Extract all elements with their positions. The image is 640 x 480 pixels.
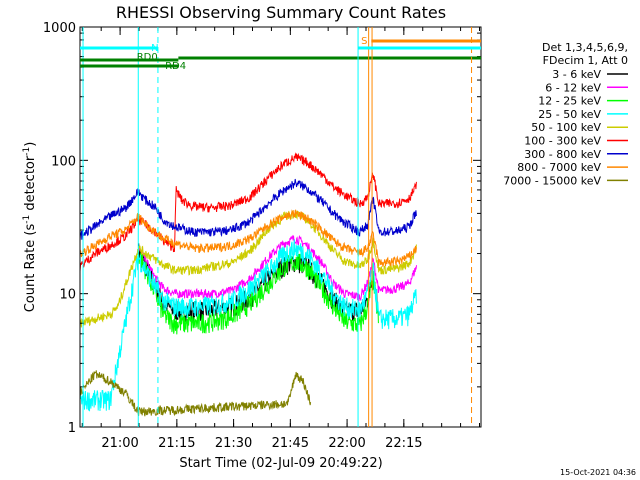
legend-header: Det 1,3,4,5,6,9, — [542, 41, 628, 54]
x-tick-label: 21:00 — [101, 436, 138, 451]
x-tick-label: 21:30 — [215, 436, 252, 451]
legend-label: 7000 - 15000 keV — [503, 174, 601, 187]
annotation-label: S — [361, 36, 367, 47]
series-line — [79, 210, 417, 328]
legend-label: 50 - 100 keV — [531, 121, 601, 134]
y-axis-label: Count Rate (s-1 detector-1) — [22, 142, 38, 313]
x-axis-label: Start Time (02-Jul-09 20:49:22) — [179, 456, 382, 471]
series-line — [137, 234, 417, 302]
annotation-label: N — [151, 43, 158, 54]
legend-label: 800 - 7000 keV — [517, 161, 601, 174]
x-axis: 21:00 21:15 21:30 21:45 22:00 22:15 — [81, 27, 480, 451]
plot-area — [79, 152, 417, 417]
y-tick-label: 10 — [59, 288, 76, 303]
y-label-part-3: ) — [23, 142, 38, 147]
x-tick-label: 22:00 — [328, 436, 365, 451]
y-label-superscript-2: -1 — [22, 147, 32, 156]
legend-label: 12 - 25 keV — [538, 95, 601, 108]
annotation-label: RD0 — [137, 52, 158, 63]
y-tick-label: 1 — [68, 421, 76, 436]
y-label-part-2: detector — [23, 155, 38, 215]
legend-header: FDecim 1, Att 0 — [543, 54, 628, 67]
series-line — [79, 209, 417, 268]
x-tick-label: 21:45 — [272, 436, 309, 451]
legend: Det 1,3,4,5,6,9,FDecim 1, Att 03 - 6 keV… — [503, 41, 628, 187]
x-tick-label: 21:15 — [158, 436, 195, 451]
legend-label: 6 - 12 keV — [545, 81, 601, 94]
series-line — [79, 239, 417, 412]
series-line — [79, 370, 312, 417]
series-line — [79, 178, 417, 241]
y-axis: 1 10 100 1000 — [43, 21, 481, 436]
legend-label: 100 - 300 keV — [524, 135, 601, 148]
y-label-superscript-1: -1 — [22, 215, 32, 224]
legend-label: 300 - 800 keV — [524, 148, 601, 161]
y-label-part: Count Rate (s — [23, 224, 38, 313]
annotation-label: RD4 — [165, 61, 186, 72]
y-tick-label: 1000 — [43, 21, 76, 36]
chart-title: RHESSI Observing Summary Count Rates — [116, 3, 446, 22]
legend-label: 3 - 6 keV — [552, 68, 601, 81]
timestamp-label: 15-Oct-2021 04:36 — [560, 468, 636, 477]
x-tick-label: 22:15 — [385, 436, 422, 451]
y-tick-label: 100 — [51, 154, 76, 169]
legend-label: 25 - 50 keV — [538, 108, 601, 121]
plot-frame — [79, 26, 482, 428]
